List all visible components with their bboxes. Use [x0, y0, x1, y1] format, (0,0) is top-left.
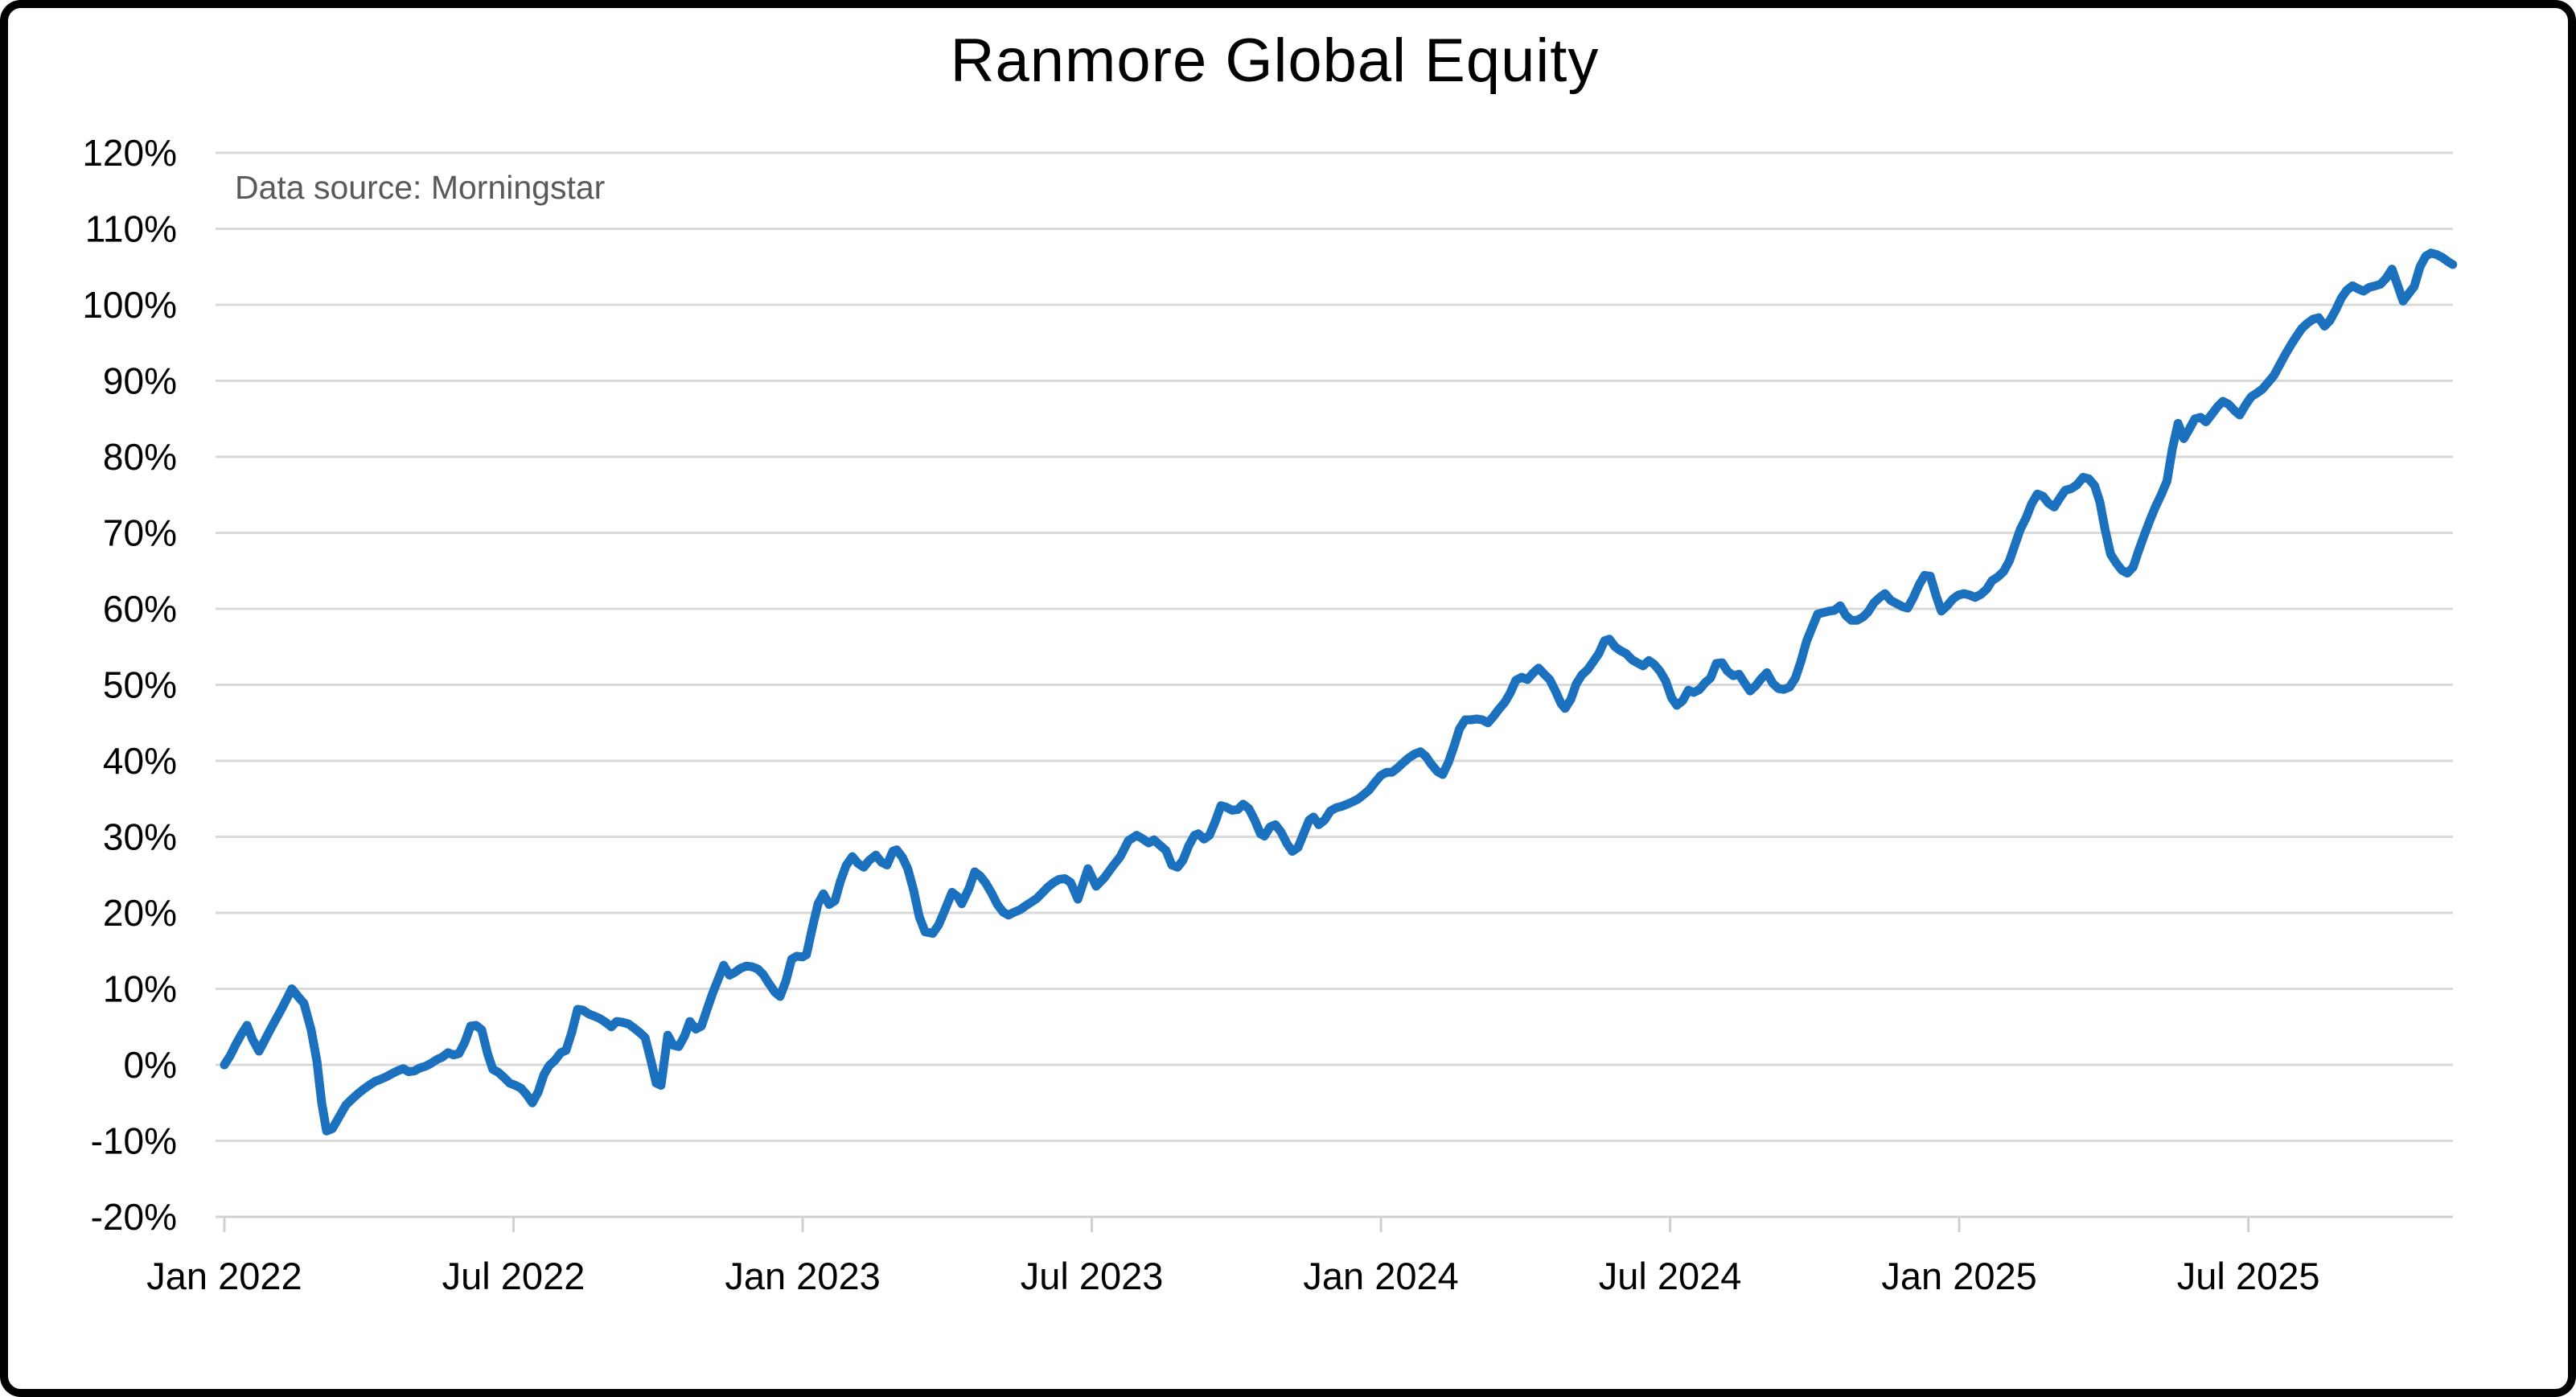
y-axis-label: 40% [103, 740, 177, 782]
x-axis-label: Jul 2024 [1599, 1255, 1742, 1297]
x-axis-label: Jan 2022 [146, 1255, 302, 1297]
x-axis-label: Jul 2025 [2177, 1255, 2320, 1297]
y-axis-label: 120% [82, 132, 177, 174]
y-axis-label: 80% [103, 436, 177, 478]
y-axis-label: 110% [85, 208, 177, 250]
x-axis-label: Jan 2023 [725, 1255, 880, 1297]
x-axis-label: Jan 2024 [1303, 1255, 1458, 1297]
y-axis-label: 60% [103, 588, 177, 630]
y-axis-label: -10% [91, 1120, 177, 1162]
x-axis-label: Jul 2023 [1021, 1255, 1164, 1297]
chart-title: Ranmore Global Equity [950, 27, 1600, 95]
y-axis-label: 70% [103, 512, 177, 554]
x-axis-label: Jul 2022 [442, 1255, 585, 1297]
y-axis-label: 10% [103, 968, 177, 1010]
data-source-note: Data source: Morningstar [235, 169, 606, 206]
y-axis-label: 0% [124, 1044, 177, 1086]
y-axis-label: 20% [103, 892, 177, 934]
y-axis-label: 90% [103, 360, 177, 402]
x-axis-label: Jan 2025 [1881, 1255, 2036, 1297]
y-axis-label: 30% [103, 816, 177, 858]
line-chart-canvas: 120% 110% 100% 90% 80% 70% 60% 50% 40% 30% 20% 10% 0… [82, 132, 2458, 1297]
y-axis-label: -20% [91, 1196, 177, 1238]
y-axis-label: 100% [82, 284, 177, 326]
performance-line [220, 249, 2458, 1136]
y-axis-label: 50% [103, 664, 177, 706]
